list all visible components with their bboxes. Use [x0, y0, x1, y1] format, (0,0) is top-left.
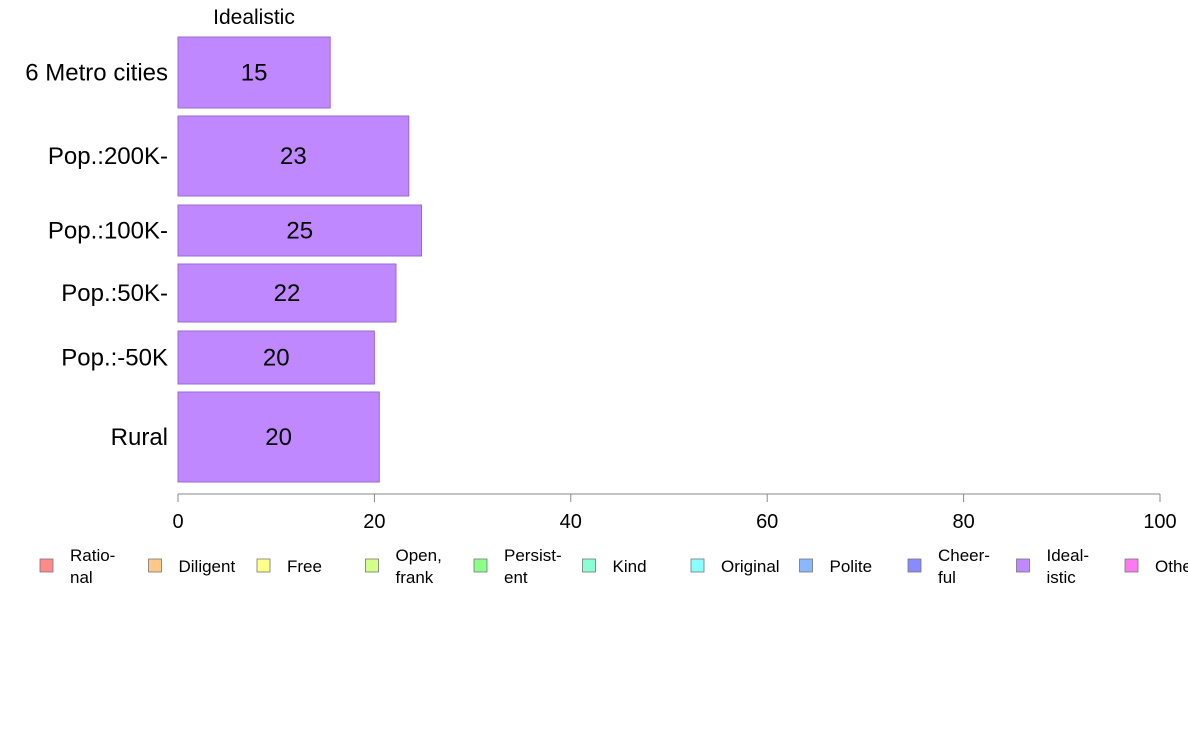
legend-label: Original — [721, 557, 780, 576]
x-axis: 0 20 40 60 80 100 — [172, 493, 1177, 533]
legend-label: ful — [938, 568, 956, 587]
legend-label: Cheer- — [938, 546, 990, 565]
legend-label: Persist- — [504, 546, 562, 565]
bar — [177, 36, 331, 109]
x-tick-label: 100 — [1143, 511, 1176, 533]
category-label: Pop.:50K- — [61, 280, 168, 307]
x-tick-label: 60 — [756, 511, 778, 533]
legend-swatch — [582, 558, 596, 573]
legend-item: Cheer-ful — [907, 546, 990, 587]
legend-swatch — [1124, 558, 1139, 573]
bar-value-label: 25 — [286, 218, 313, 245]
bar — [177, 204, 423, 257]
category-label: Rural — [111, 424, 168, 451]
x-tick-label: 80 — [952, 511, 974, 533]
legend-item: Ideal-istic — [1016, 546, 1090, 587]
legend-item: Ratio-nal — [39, 546, 115, 587]
x-tick-label: 0 — [172, 511, 183, 533]
x-tick-label: 40 — [560, 511, 582, 533]
legend-swatch — [39, 558, 54, 573]
legend: Ratio-nal Diligent Free Open, frank Persist-e… — [39, 546, 1188, 587]
legend-item: Persist-ent — [473, 546, 562, 587]
series-title: Idealistic — [213, 6, 295, 29]
legend-label: Open, — [396, 546, 442, 565]
bar-value-label: 20 — [265, 424, 292, 451]
legend-label: nal — [70, 568, 93, 587]
category-label: 6 Metro cities — [25, 60, 168, 87]
bar — [177, 263, 397, 323]
legend-swatch — [473, 558, 488, 573]
x-tick-label: 20 — [363, 511, 385, 533]
legend-label: ent — [504, 568, 528, 587]
bar — [177, 391, 380, 483]
legend-item: Diligent — [148, 557, 236, 576]
legend-label: Ratio- — [70, 546, 115, 565]
legend-label: Ideal- — [1047, 546, 1090, 565]
category-label: Pop.:-50K — [61, 345, 168, 372]
legend-item: Polite — [799, 557, 873, 576]
legend-swatch — [148, 558, 162, 573]
legend-item: Original — [690, 557, 780, 576]
legend-label: Free — [287, 557, 322, 576]
category-label: Pop.:200K- — [48, 143, 168, 170]
bar-value-label: 15 — [241, 60, 268, 87]
legend-label: istic — [1047, 568, 1077, 587]
legend-label: frank — [396, 568, 434, 587]
bar-value-label: 23 — [280, 143, 307, 170]
bar — [177, 330, 375, 385]
bar-value-label: 20 — [263, 345, 290, 372]
bar-value-label: 22 — [274, 280, 301, 307]
category-label: Pop.:100K- — [48, 218, 168, 245]
legend-item: Kind — [582, 557, 647, 576]
legend-swatch — [365, 558, 379, 573]
legend-swatch — [907, 558, 922, 573]
legend-label: Polite — [830, 557, 873, 576]
legend-swatch — [1016, 558, 1030, 573]
bar — [177, 115, 410, 197]
legend-swatch — [256, 558, 271, 573]
legend-item: Open, frank — [365, 546, 442, 587]
legend-label: Diligent — [179, 557, 236, 576]
legend-label: Kind — [613, 557, 647, 576]
legend-label: Others — [1155, 557, 1188, 576]
legend-item: Others — [1124, 557, 1188, 576]
legend-swatch — [799, 558, 813, 573]
legend-swatch — [690, 558, 705, 573]
bars-group: 15 6 Metro cities 23 Pop.:200K- 25 Pop.:100K-… — [25, 36, 423, 483]
legend-item: Free — [256, 557, 322, 576]
